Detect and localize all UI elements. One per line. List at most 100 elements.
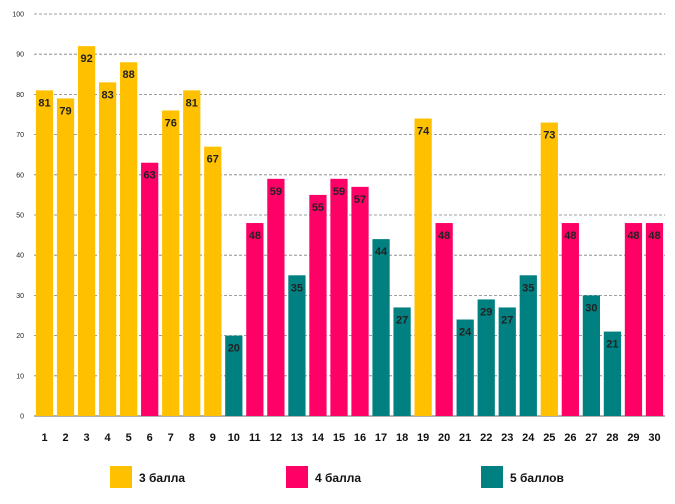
x-tick-label: 21 — [459, 432, 471, 444]
legend-swatch — [286, 466, 308, 488]
x-tick-label: 27 — [585, 432, 597, 444]
x-tick-label: 18 — [396, 432, 408, 444]
bar — [435, 223, 453, 416]
bar — [582, 295, 601, 416]
x-tick-label: 23 — [501, 432, 513, 444]
bar — [162, 110, 180, 416]
bar — [498, 307, 516, 416]
bar-value-label: 59 — [333, 186, 345, 198]
bar — [603, 331, 622, 416]
x-tick-label: 11 — [249, 432, 261, 444]
bar-value-label: 48 — [648, 230, 660, 242]
x-tick-label: 6 — [147, 432, 153, 444]
x-tick-label: 9 — [210, 432, 216, 444]
bars — [35, 46, 664, 417]
bar-value-label: 48 — [438, 230, 450, 242]
bar — [141, 162, 159, 416]
x-tick-label: 14 — [312, 432, 325, 444]
bar — [456, 319, 474, 416]
y-tick-label: 60 — [16, 172, 24, 179]
legend-label: 4 балла — [315, 471, 361, 485]
bar-value-label: 48 — [249, 230, 261, 242]
x-tick-label: 28 — [606, 432, 618, 444]
legend-swatch — [110, 466, 132, 488]
legend: 3 балла 4 балла 5 баллов — [110, 466, 564, 488]
bar-value-label: 57 — [354, 194, 366, 206]
bar-value-label: 48 — [564, 230, 576, 242]
data-labels: 81 79 92 83 88 63 76 81 67 20 48 59 35 55 59 57 44 27 74 48… — [38, 53, 660, 354]
y-tick-label: 10 — [16, 373, 24, 380]
bar — [519, 275, 537, 416]
bar — [393, 307, 411, 416]
bar — [246, 223, 264, 416]
bar — [624, 223, 643, 416]
bar — [351, 186, 369, 416]
bar — [183, 90, 201, 416]
bar — [35, 90, 54, 416]
x-tick-label: 25 — [543, 432, 555, 444]
bar-value-label: 21 — [606, 339, 618, 351]
bar-value-label: 59 — [270, 186, 282, 198]
y-tick-label: 100 — [12, 12, 24, 19]
bar — [372, 239, 390, 416]
x-tick-label: 24 — [522, 432, 535, 444]
legend-swatch — [481, 466, 503, 488]
x-tick-label: 29 — [627, 432, 639, 444]
bar-value-label: 48 — [627, 230, 639, 242]
x-tick-label: 12 — [270, 432, 282, 444]
bar — [309, 194, 327, 416]
x-tick-label: 15 — [333, 432, 345, 444]
y-axis: 0 10 20 30 40 50 60 70 80 90 100 — [12, 12, 24, 421]
bar-value-label: 74 — [417, 126, 430, 138]
bar-value-label: 20 — [228, 343, 240, 355]
bar-value-label: 55 — [312, 202, 324, 214]
x-tick-label: 26 — [564, 432, 576, 444]
bar — [288, 275, 306, 416]
bar — [77, 46, 96, 416]
bar-value-label: 24 — [459, 327, 472, 339]
bar-value-label: 79 — [59, 105, 71, 117]
y-tick-label: 20 — [16, 333, 24, 340]
x-tick-label: 13 — [291, 432, 303, 444]
x-tick-label: 10 — [228, 432, 240, 444]
bar — [645, 223, 664, 416]
bar-value-label: 44 — [375, 246, 388, 258]
y-tick-label: 40 — [16, 253, 24, 260]
bar — [204, 146, 222, 416]
bar-value-label: 27 — [501, 314, 513, 326]
bar — [98, 82, 117, 416]
bar-value-label: 81 — [186, 97, 198, 109]
bar-value-label: 73 — [543, 130, 555, 142]
x-tick-label: 5 — [126, 432, 132, 444]
x-tick-label: 8 — [189, 432, 195, 444]
x-tick-label: 30 — [648, 432, 660, 444]
x-tick-label: 2 — [62, 432, 68, 444]
bar-value-label: 81 — [38, 97, 50, 109]
y-tick-label: 30 — [16, 293, 24, 300]
bar — [56, 98, 75, 417]
x-tick-label: 19 — [417, 432, 429, 444]
bar-value-label: 63 — [144, 170, 156, 182]
bar-value-label: 83 — [101, 89, 113, 101]
bar-value-label: 29 — [480, 306, 492, 318]
bar-value-label: 35 — [291, 282, 303, 294]
legend-label: 3 балла — [139, 471, 185, 485]
y-tick-label: 50 — [16, 213, 24, 220]
y-tick-label: 90 — [16, 52, 24, 59]
grid-lines — [34, 13, 665, 417]
x-tick-label: 20 — [438, 432, 450, 444]
bar-value-label: 88 — [123, 69, 135, 81]
x-tick-label: 16 — [354, 432, 366, 444]
y-tick-label: 0 — [20, 414, 24, 421]
x-axis: 1 2 3 4 5 6 7 8 9 10 11 12 13 14 15 16 17 18 19 20 21 22 23 24 2… — [41, 432, 660, 444]
x-tick-label: 3 — [84, 432, 90, 444]
y-tick-label: 70 — [16, 132, 24, 139]
x-tick-label: 1 — [41, 432, 47, 444]
bar — [267, 178, 285, 416]
bar-value-label: 76 — [165, 117, 177, 129]
bar — [561, 223, 579, 416]
bar — [225, 335, 243, 416]
bar-value-label: 30 — [585, 302, 597, 314]
x-tick-label: 7 — [168, 432, 174, 444]
